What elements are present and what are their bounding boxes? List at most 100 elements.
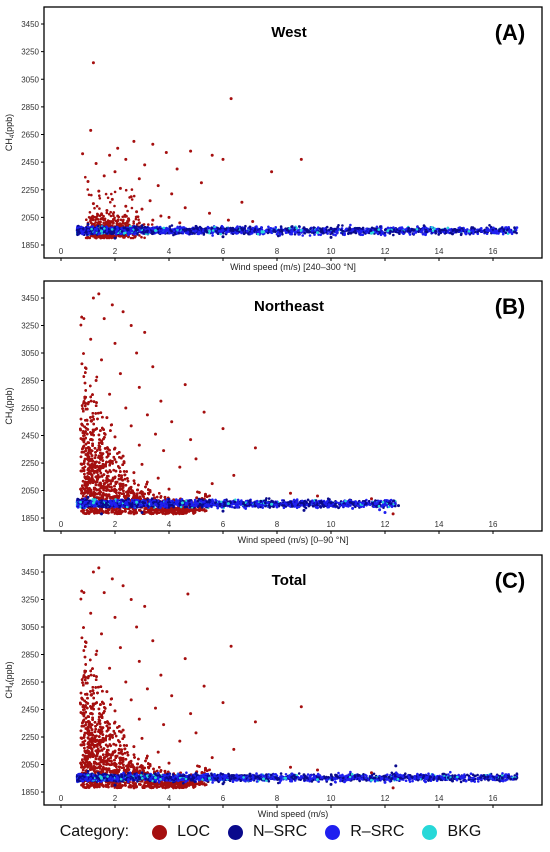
point-loc [92,61,95,64]
point-bkg [447,227,450,230]
point-loc [124,158,127,161]
point-loc [159,215,162,218]
point-loc [85,237,88,240]
point-loc [130,195,133,198]
point-r-src [336,230,339,233]
point-n-src [313,226,316,229]
point-n-src [505,232,508,235]
point-n-src [222,232,225,235]
point-r-src [93,232,96,235]
point-r-src [502,233,505,236]
point-r-src [251,230,254,233]
y-tick-label: 2450 [21,158,39,167]
point-loc [98,207,101,210]
point-r-src [360,234,363,237]
point-n-src [97,225,100,228]
point-r-src [505,226,508,229]
point-r-src [425,227,428,230]
point-loc [86,188,89,191]
point-loc [89,129,92,132]
point-loc [117,220,120,223]
point-loc [135,210,138,213]
point-loc [135,218,138,221]
point-n-src [195,225,198,228]
point-loc [113,205,116,208]
point-r-src [270,230,273,233]
point-n-src [442,229,445,232]
point-r-src [401,231,404,234]
point-loc [127,217,130,220]
points-layer [76,61,518,239]
point-r-src [289,232,292,235]
point-r-src [252,227,255,230]
point-loc [99,221,102,224]
point-loc [84,176,87,179]
point-n-src [224,228,227,231]
point-r-src [510,231,513,234]
point-r-src [81,232,84,235]
x-tick-label: 10 [327,247,336,256]
panel-title: West [271,24,307,41]
point-n-src [249,226,252,229]
point-loc [125,189,128,192]
x-tick-label: 12 [381,247,390,256]
y-tick-label: 2650 [21,131,39,140]
point-r-src [80,226,83,229]
point-r-src [316,228,319,231]
point-r-src [334,234,337,237]
point-loc [109,201,112,204]
point-loc [140,236,143,239]
point-loc [99,197,102,200]
point-r-src [218,230,221,233]
point-loc [126,210,129,213]
point-n-src [473,227,476,230]
point-n-src [206,231,209,234]
point-loc [108,235,111,238]
point-n-src [350,232,353,235]
point-r-src [416,226,419,229]
point-r-src [436,228,439,231]
point-loc [100,213,103,216]
point-n-src [169,225,172,228]
point-loc [184,206,187,209]
point-r-src [297,230,300,233]
point-bkg [154,229,157,232]
point-loc [89,217,92,220]
point-loc [151,223,154,226]
point-loc [151,143,154,146]
point-loc [138,221,141,224]
point-loc [108,154,111,157]
point-r-src [127,231,130,234]
point-n-src [370,229,373,232]
point-loc [135,216,138,219]
point-n-src [277,235,280,238]
point-n-src [341,224,344,227]
point-r-src [309,234,312,237]
point-loc [91,215,94,218]
point-n-src [423,224,426,227]
point-n-src [309,227,312,230]
point-loc [141,208,144,211]
point-r-src [414,231,417,234]
point-loc [108,213,111,216]
point-n-src [280,225,283,228]
point-r-src [376,232,379,235]
point-r-src [161,229,164,232]
point-bkg [219,233,222,236]
point-r-src [267,226,270,229]
point-loc [157,184,160,187]
point-n-src [434,230,437,233]
point-n-src [293,228,296,231]
point-loc [81,152,84,155]
point-n-src [371,227,374,230]
point-n-src [354,230,357,233]
point-n-src [458,229,461,232]
point-n-src [303,232,306,235]
point-r-src [291,230,294,233]
y-tick-label: 2850 [21,103,39,112]
point-loc [89,237,92,240]
point-bkg [124,232,127,235]
point-n-src [303,226,306,229]
point-r-src [235,232,238,235]
